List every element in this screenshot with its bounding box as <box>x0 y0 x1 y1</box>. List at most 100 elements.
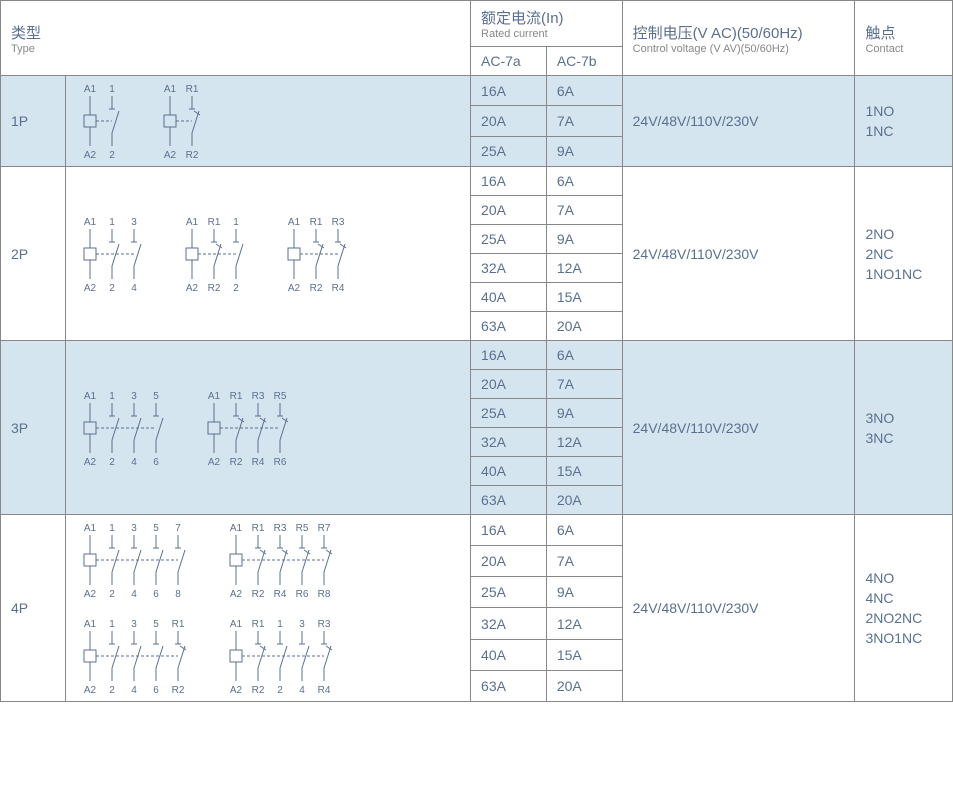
svg-text:R8: R8 <box>318 589 331 599</box>
svg-text:4: 4 <box>131 589 137 599</box>
svg-text:R1: R1 <box>252 523 265 534</box>
contact-diagram: A1A21234 <box>76 215 160 293</box>
ac7a-cell: 20A <box>471 546 547 577</box>
header-rated-cn: 额定电流(In) <box>481 7 612 28</box>
contact-diagram: A1A2123456 <box>76 389 182 467</box>
ac7b-cell: 12A <box>546 254 622 283</box>
svg-text:2: 2 <box>233 283 239 293</box>
ac7a-cell: 20A <box>471 196 547 225</box>
svg-text:R7: R7 <box>318 523 331 534</box>
contact-option: 4NC <box>865 590 942 606</box>
contact-diagram: A1A2R1R21234R3R4 <box>222 617 350 695</box>
svg-text:A2: A2 <box>84 283 97 293</box>
svg-text:R3: R3 <box>332 217 345 228</box>
svg-text:3: 3 <box>131 217 137 228</box>
header-type: 类型 Type <box>1 1 471 76</box>
ac7a-cell: 63A <box>471 486 547 515</box>
ac7b-cell: 12A <box>546 428 622 457</box>
ac7b-cell: 9A <box>546 225 622 254</box>
contact-option: 1NO <box>865 103 942 119</box>
header-type-en: Type <box>11 43 460 55</box>
svg-text:6: 6 <box>153 457 159 467</box>
svg-text:R4: R4 <box>252 457 265 467</box>
svg-text:R4: R4 <box>332 283 345 293</box>
svg-text:2: 2 <box>109 685 115 695</box>
ac7a-cell: 32A <box>471 428 547 457</box>
svg-text:A1: A1 <box>84 391 97 402</box>
svg-text:R2: R2 <box>208 283 221 293</box>
svg-text:1: 1 <box>277 619 283 630</box>
svg-text:A2: A2 <box>84 457 97 467</box>
contact-diagram: A1A2R1R2R3R4R5R6 <box>200 389 306 467</box>
svg-text:A1: A1 <box>230 523 243 534</box>
header-contact-cn: 触点 <box>865 22 942 43</box>
contact-option: 2NO2NC <box>865 610 942 626</box>
svg-text:A1: A1 <box>164 84 177 95</box>
voltage-cell: 24V/48V/110V/230V <box>622 167 855 341</box>
svg-text:1: 1 <box>109 619 115 630</box>
ac7b-cell: 12A <box>546 608 622 639</box>
ac7b-cell: 9A <box>546 136 622 166</box>
ac7a-cell: 16A <box>471 341 547 370</box>
svg-text:4: 4 <box>131 685 137 695</box>
table-row: 2PA1A21234A1A2R1R212A1A2R1R2R3R416A6A24V… <box>1 167 953 196</box>
contact-option: 3NO <box>865 410 942 426</box>
ac7b-cell: 7A <box>546 196 622 225</box>
diagram-cell: A1A212345678A1A2R1R2R3R4R5R6R7R8A1A21234… <box>65 515 470 702</box>
ac7a-cell: 16A <box>471 167 547 196</box>
ac7b-cell: 20A <box>546 486 622 515</box>
ac7b-cell: 7A <box>546 370 622 399</box>
contact-diagram: A1A2R1R2R3R4 <box>280 215 364 293</box>
ac7b-cell: 7A <box>546 546 622 577</box>
svg-text:A2: A2 <box>84 150 97 160</box>
ac7a-cell: 25A <box>471 577 547 608</box>
svg-text:A1: A1 <box>230 619 243 630</box>
table-row: 3PA1A2123456A1A2R1R2R3R4R5R616A6A24V/48V… <box>1 341 953 370</box>
contact-option: 3NO1NC <box>865 630 942 646</box>
type-cell: 4P <box>1 515 66 702</box>
svg-text:A2: A2 <box>84 685 97 695</box>
svg-text:2: 2 <box>109 150 115 160</box>
svg-text:1: 1 <box>233 217 239 228</box>
contact-cell: 4NO4NC2NO2NC3NO1NC <box>855 515 953 702</box>
ac7a-cell: 16A <box>471 515 547 546</box>
svg-text:3: 3 <box>131 523 137 534</box>
ac7a-cell: 40A <box>471 639 547 670</box>
voltage-cell: 24V/48V/110V/230V <box>622 76 855 167</box>
svg-text:R6: R6 <box>274 457 287 467</box>
voltage-cell: 24V/48V/110V/230V <box>622 341 855 515</box>
contact-cell: 3NO3NC <box>855 341 953 515</box>
svg-text:2: 2 <box>109 283 115 293</box>
svg-text:2: 2 <box>277 685 283 695</box>
header-contact: 触点 Contact <box>855 1 953 76</box>
svg-text:R1: R1 <box>310 217 323 228</box>
svg-text:1: 1 <box>109 391 115 402</box>
svg-text:A1: A1 <box>288 217 301 228</box>
svg-text:3: 3 <box>299 619 305 630</box>
ac7b-cell: 9A <box>546 399 622 428</box>
svg-text:A2: A2 <box>230 685 243 695</box>
contact-cell: 1NO1NC <box>855 76 953 167</box>
header-rated-en: Rated current <box>481 28 612 40</box>
svg-text:A2: A2 <box>230 589 243 599</box>
spec-table: 类型 Type 额定电流(In) Rated current 控制电压(V AC… <box>0 0 953 702</box>
ac7a-cell: 32A <box>471 254 547 283</box>
ac7a-cell: 16A <box>471 76 547 106</box>
contact-diagram: A1A2123456R1R2 <box>76 617 204 695</box>
ac7a-cell: 63A <box>471 670 547 701</box>
svg-text:R1: R1 <box>208 217 221 228</box>
svg-text:7: 7 <box>175 523 181 534</box>
contact-option: 2NO <box>865 226 942 242</box>
svg-text:A1: A1 <box>186 217 199 228</box>
contact-option: 1NC <box>865 123 942 139</box>
diagram-cell: A1A212A1A2R1R2 <box>65 76 470 167</box>
ac7b-cell: 20A <box>546 312 622 341</box>
table-row: 4PA1A212345678A1A2R1R2R3R4R5R6R7R8A1A212… <box>1 515 953 546</box>
contact-option: 3NC <box>865 430 942 446</box>
svg-text:A1: A1 <box>208 391 221 402</box>
contact-diagram: A1A212 <box>76 82 138 160</box>
type-cell: 1P <box>1 76 66 167</box>
header-voltage: 控制电压(V AC)(50/60Hz) Control voltage (V A… <box>622 1 855 76</box>
header-type-cn: 类型 <box>11 22 460 43</box>
ac7a-cell: 63A <box>471 312 547 341</box>
